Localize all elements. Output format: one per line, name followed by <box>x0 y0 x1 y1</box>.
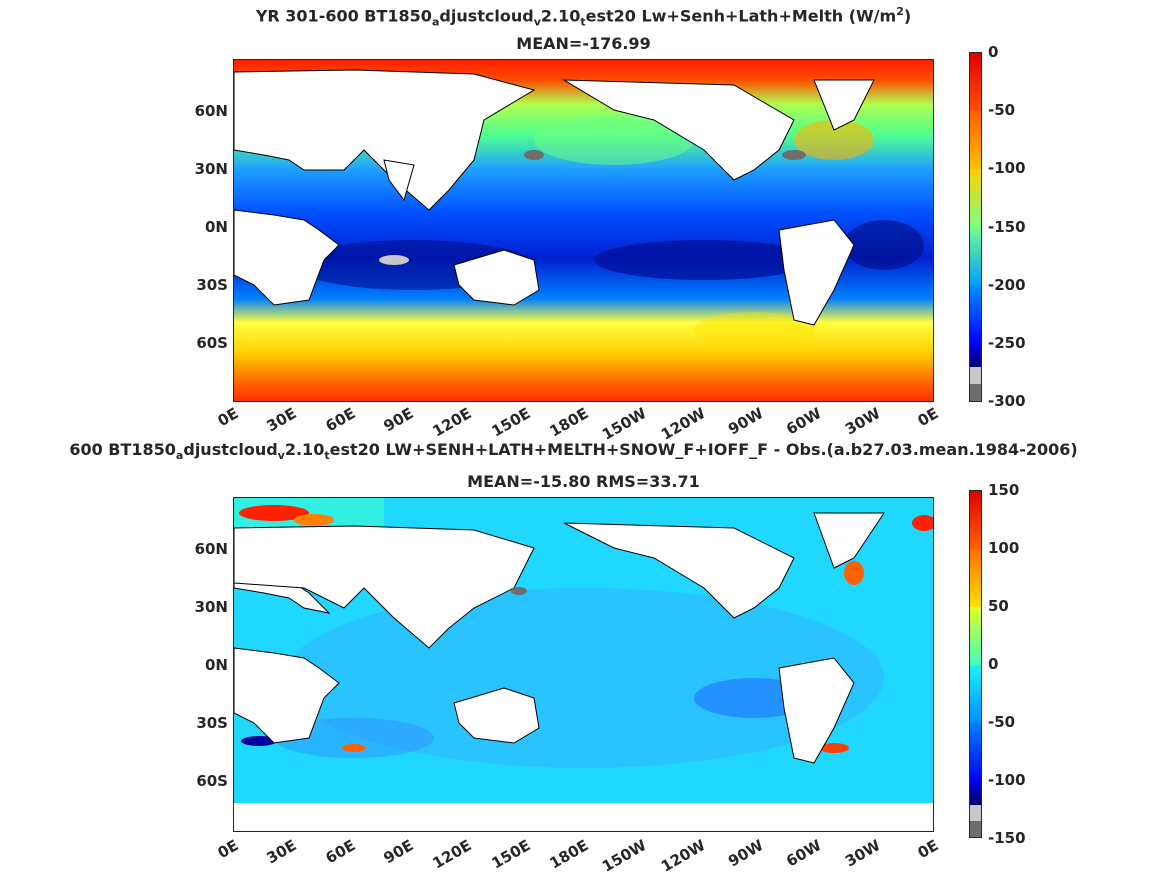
panel2-title: 600 BT1850adjustcloudv2.10test20 LW+SENH… <box>69 440 1078 463</box>
panel1-colorbar-tick: -200 <box>988 276 1026 294</box>
panel2-colorbar-tick: -50 <box>988 713 1016 731</box>
panel2-lat-label: 0N <box>205 656 228 674</box>
panel2-lon-label: 120W <box>658 836 709 876</box>
panel2-lon-label: 180E <box>546 836 592 873</box>
panel2-lon-label: 0E <box>914 836 942 863</box>
panel1-colorbar-tick: -250 <box>988 334 1026 352</box>
panel1-lat-label: 0N <box>205 218 228 236</box>
panel1-lat-label: 30N <box>194 160 228 178</box>
panel1-colorbar-tick: -150 <box>988 218 1026 236</box>
panel2-lon-label: 0E <box>214 836 242 863</box>
panel1-map <box>233 59 934 402</box>
panel2-lon-label: 120E <box>429 836 475 873</box>
panel1-lat-label: 60S <box>196 334 228 352</box>
panel2-colorbar-tick: 50 <box>988 597 1009 615</box>
panel1-lat-label: 60N <box>194 102 228 120</box>
panel2-lat-label: 60S <box>196 772 228 790</box>
panel2-lon-label: 90E <box>380 836 417 868</box>
panel2-lon-label: 150W <box>599 836 650 876</box>
panel2-lon-label: 60W <box>783 836 825 871</box>
panel2-lon-label: 90W <box>725 836 767 871</box>
panel2-stats: MEAN=-15.80 RMS=33.71 <box>467 472 700 491</box>
panel2-colorbar-tick: -100 <box>988 771 1026 789</box>
panel2-lat-label: 60N <box>194 540 228 558</box>
panel2-colorbar-tick: 100 <box>988 539 1020 557</box>
panel1-colorbar <box>969 52 982 402</box>
panel2-map <box>233 497 934 832</box>
panel1-lat-label: 30S <box>196 276 228 294</box>
panel1-colorbar-tick: -100 <box>988 159 1026 177</box>
panel1-colorbar-tick: -50 <box>988 101 1016 119</box>
panel2-colorbar <box>969 490 982 838</box>
panel1-colorbar-tick: -300 <box>988 392 1026 410</box>
panel2-lon-label: 30E <box>263 836 300 868</box>
panel2-lat-label: 30N <box>194 598 228 616</box>
panel2-lon-label: 60E <box>322 836 359 868</box>
panel2-colorbar-tick: -150 <box>988 829 1026 847</box>
panel2-colorbar-tick: 150 <box>988 481 1020 499</box>
panel2-colorbar-tick: 0 <box>988 655 999 673</box>
panel2-lon-label: 150E <box>488 836 534 873</box>
panel1-colorbar-tick: 0 <box>988 43 999 61</box>
panel2-lon-label: 30W <box>842 836 884 871</box>
panel2-lat-label: 30S <box>196 714 228 732</box>
panel1-stats: MEAN=-176.99 <box>516 34 651 53</box>
panel1-title: YR 301-600 BT1850adjustcloudv2.10test20 … <box>255 5 912 29</box>
